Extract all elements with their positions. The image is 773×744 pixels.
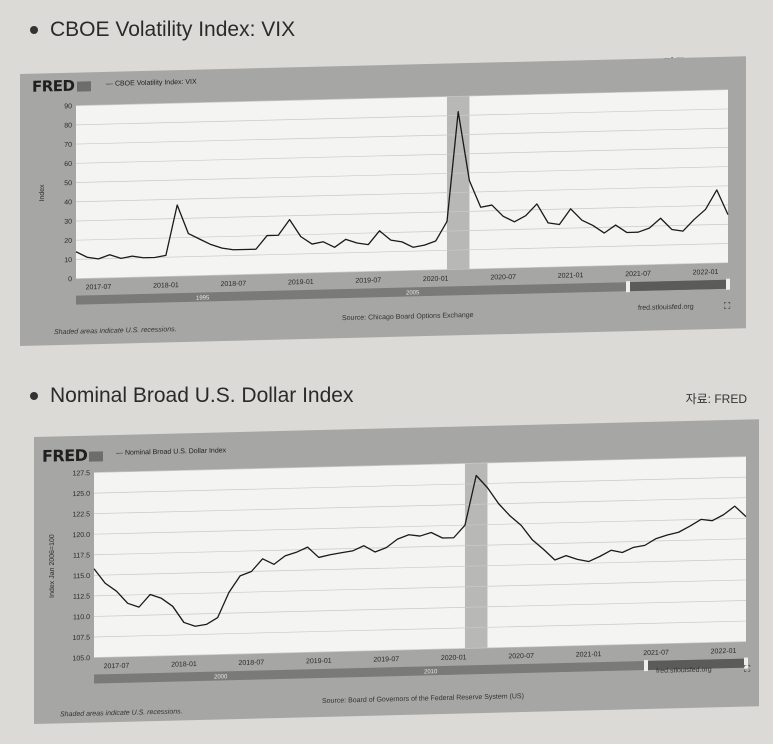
chart-plot[interactable]: 105.0 107.5 110.0 112.5 115.0 117.5 120.0 122.5… <box>34 419 759 724</box>
y-tick-label: 60 <box>64 161 72 168</box>
x-tick-label: 2018-01 <box>153 282 179 290</box>
y-gridline <box>76 185 728 203</box>
x-tick-label: 2020-07 <box>490 274 516 282</box>
bullet-icon <box>30 392 38 400</box>
x-tick-label: 2021-01 <box>558 272 584 280</box>
y-tick-label: 90 <box>64 103 72 110</box>
range-slider-window <box>628 279 728 292</box>
y-tick-label: 115.0 <box>73 573 90 580</box>
x-tick-label: 2018-01 <box>171 661 197 669</box>
y-tick-label: 20 <box>64 238 72 245</box>
range-slider-window <box>646 658 746 671</box>
x-tick-label: 2019-07 <box>355 277 381 285</box>
y-tick-label: 125.0 <box>72 491 90 498</box>
y-tick-label: 127.5 <box>72 470 90 477</box>
y-tick-label: 10 <box>64 257 72 264</box>
y-tick-label: 70 <box>64 142 72 149</box>
fullscreen-icon[interactable]: ⛶ <box>724 300 731 311</box>
y-gridline <box>76 108 728 126</box>
y-tick-label: 122.5 <box>72 511 90 518</box>
range-slider-label: 2005 <box>406 290 420 296</box>
recession-band <box>446 96 470 270</box>
y-tick-label: 40 <box>64 199 72 206</box>
x-tick-label: 2019-07 <box>373 656 399 664</box>
y-gridline <box>94 517 746 535</box>
x-tick-label: 2022-01 <box>693 269 719 277</box>
x-tick-label: 2018-07 <box>221 280 247 288</box>
fred-site-link[interactable]: fred.stlouisfed.org <box>656 666 712 675</box>
y-gridline <box>76 147 728 164</box>
y-gridline <box>76 204 728 222</box>
y-tick-label: 107.5 <box>72 635 90 642</box>
y-tick-label: 105.0 <box>72 655 90 662</box>
y-gridline <box>76 89 728 106</box>
y-axis-label: Index Jan 2006=100 <box>49 534 56 598</box>
y-tick-label: 50 <box>64 180 72 187</box>
source-label: 자료: FRED <box>685 392 747 406</box>
range-slider-label: 2000 <box>214 674 228 680</box>
x-tick-label: 2017-07 <box>86 284 112 292</box>
x-tick-label: 2019-01 <box>288 279 314 287</box>
section-title-dollar-index: Nominal Broad U.S. Dollar Index <box>30 384 353 408</box>
range-slider-track <box>94 658 746 684</box>
y-axis-label: Index <box>39 184 46 202</box>
fred-chart-panel: FRED — Nominal Broad U.S. Dollar Index 1… <box>34 419 759 724</box>
y-tick-label: 110.0 <box>73 614 90 621</box>
recession-band <box>464 462 488 649</box>
y-tick-label: 120.0 <box>72 532 90 539</box>
x-tick-label: 2020-01 <box>441 654 467 662</box>
range-slider-handle <box>626 281 630 293</box>
y-tick-label: 0 <box>68 276 72 283</box>
y-gridline <box>76 127 728 145</box>
y-gridline <box>76 243 728 260</box>
y-gridline <box>94 497 746 514</box>
chart-plot[interactable]: 0 10 20 30 40 50 60 70 80 90 Index 2017-07 2018-01 20… <box>20 56 746 346</box>
x-tick-label: 2019-01 <box>306 658 332 666</box>
x-tick-label: 2021-01 <box>576 651 602 659</box>
y-gridline <box>94 641 746 658</box>
range-slider-label: 2010 <box>424 669 438 675</box>
y-tick-label: 117.5 <box>73 552 90 559</box>
range-slider-handle <box>644 659 648 672</box>
x-tick-label: 2017-07 <box>104 663 130 671</box>
section-title-vix: CBOE Volatility Index: VIX <box>30 18 295 42</box>
y-gridline <box>94 476 746 494</box>
y-gridline <box>94 538 746 556</box>
x-tick-label: 2021-07 <box>625 271 651 279</box>
plot-area <box>76 89 728 279</box>
series-line <box>93 474 747 627</box>
section-title-text: Nominal Broad U.S. Dollar Index <box>50 384 354 407</box>
x-tick-label: 2020-01 <box>423 276 449 284</box>
x-tick-label: 2018-07 <box>239 659 265 667</box>
y-gridline <box>94 456 746 473</box>
x-tick-label: 2022-01 <box>711 648 737 656</box>
series-line <box>75 111 729 260</box>
x-tick-label: 2021-07 <box>643 649 669 657</box>
y-tick-label: 112.5 <box>73 593 90 600</box>
range-slider-track <box>76 279 728 305</box>
x-tick-label: 2020-07 <box>508 653 534 661</box>
plot-area <box>94 456 746 658</box>
range-slider-label: 1995 <box>196 295 210 301</box>
bullet-icon <box>30 26 38 34</box>
y-gridline <box>76 166 728 183</box>
y-tick-label: 80 <box>64 122 72 129</box>
y-tick-label: 30 <box>64 219 72 226</box>
fullscreen-icon[interactable]: ⛶ <box>744 663 751 674</box>
fred-site-link[interactable]: fred.stlouisfed.org <box>638 303 694 312</box>
y-gridline <box>94 600 746 617</box>
fred-chart-panel: FRED — CBOE Volatility Index: VIX 0 10 20 3… <box>20 56 746 346</box>
y-gridline <box>94 620 746 638</box>
y-gridline <box>94 559 746 576</box>
y-gridline <box>94 579 746 597</box>
range-slider-handle <box>744 657 748 669</box>
y-gridline <box>76 262 728 279</box>
range-slider-handle <box>726 278 730 290</box>
section-title-text: CBOE Volatility Index: VIX <box>50 18 296 41</box>
